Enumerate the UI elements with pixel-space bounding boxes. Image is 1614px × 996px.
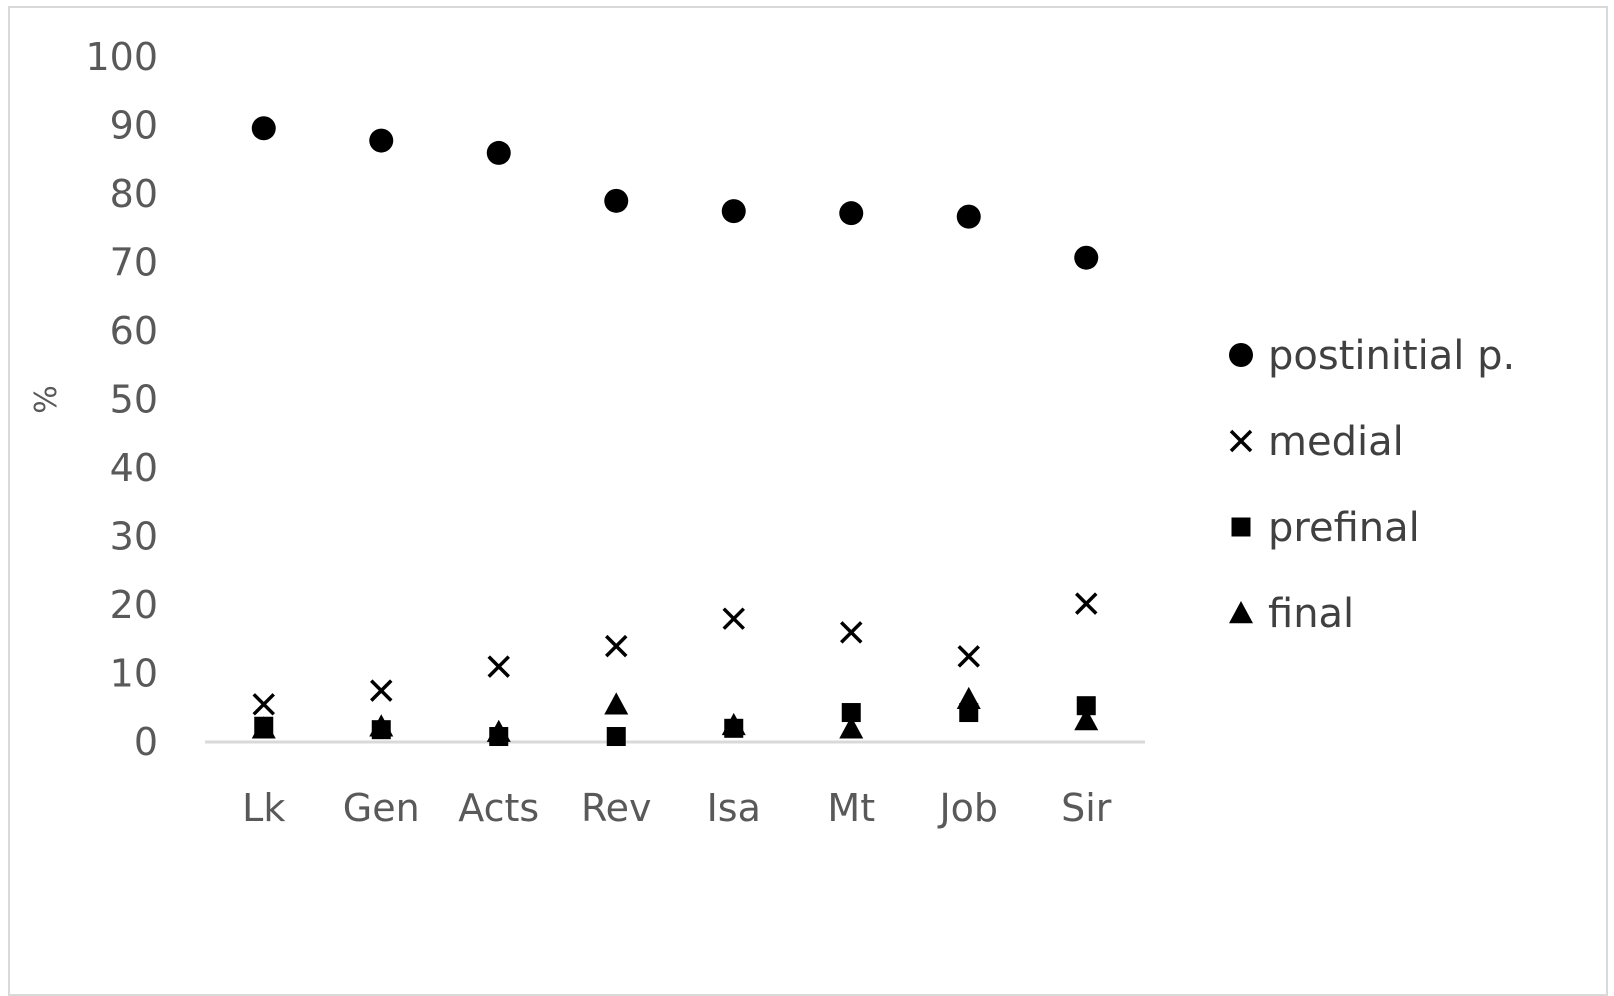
x-category-label: Gen (343, 786, 420, 830)
data-point-circle (251, 116, 276, 141)
data-point-triangle (839, 716, 864, 739)
x-category-label: Lk (242, 786, 285, 830)
data-point-triangle (369, 714, 394, 737)
y-axis-ticks: 0 10 20 30 40 50 60 70 80 90 100 (85, 35, 158, 764)
y-axis-title: % (29, 385, 64, 414)
legend-label: final (1268, 591, 1354, 637)
data-point-circle (604, 188, 629, 213)
data-point-circle (1074, 245, 1099, 270)
data-markers (251, 116, 1099, 747)
x-category-label: Mt (827, 786, 875, 830)
y-tick-label: 100 (85, 35, 158, 79)
legend-item: postinitial p. (1229, 333, 1515, 379)
data-point-x (487, 655, 510, 678)
legend-marker-square (1231, 517, 1251, 537)
y-tick-label: 20 (110, 583, 158, 627)
chart-frame (8, 6, 1608, 996)
data-point-square (1076, 696, 1096, 716)
data-point-circle (486, 140, 511, 165)
data-point-square (841, 703, 861, 723)
y-tick-label: 0 (134, 720, 158, 764)
data-point-square (606, 727, 626, 747)
series-triangle (251, 686, 1099, 742)
x-category-label: Acts (458, 786, 539, 830)
data-point-triangle (956, 686, 981, 710)
x-category-label: Isa (707, 786, 761, 830)
data-point-triangle (486, 719, 511, 742)
legend-label: postinitial p. (1268, 333, 1515, 379)
data-point-circle (956, 204, 981, 229)
data-point-x (957, 645, 980, 668)
x-category-label: Rev (581, 786, 652, 830)
x-category-label: Sir (1061, 786, 1112, 830)
data-point-triangle (721, 712, 746, 736)
y-tick-label: 70 (110, 241, 158, 285)
data-point-x (252, 693, 275, 716)
legend-label: prefinal (1268, 505, 1420, 551)
y-tick-label: 30 (110, 515, 158, 559)
legend-marker-circle (1229, 343, 1253, 367)
legend-label: medial (1268, 419, 1404, 465)
data-point-circle (369, 128, 394, 153)
series-x (252, 592, 1098, 716)
y-tick-label: 90 (110, 104, 158, 148)
data-point-triangle (251, 716, 276, 739)
y-tick-label: 80 (110, 172, 158, 216)
data-point-x (370, 679, 393, 702)
legend-marker-x (1229, 429, 1253, 453)
data-point-circle (839, 201, 864, 226)
legend: postinitial p. medial prefinal final (1229, 333, 1515, 637)
legend-item: medial (1229, 419, 1404, 465)
legend-marker-triangle (1229, 601, 1253, 624)
data-point-x (1075, 592, 1098, 615)
y-tick-label: 40 (110, 446, 158, 490)
legend-item: final (1229, 591, 1354, 637)
data-point-circle (721, 199, 746, 224)
y-tick-label: 60 (110, 309, 158, 353)
series-circle (251, 116, 1099, 270)
y-tick-label: 10 (110, 652, 158, 696)
data-point-x (605, 634, 628, 658)
y-tick-label: 50 (110, 378, 158, 422)
x-axis-labels: Lk Gen Acts Rev Isa Mt Job Sir (242, 786, 1112, 830)
data-point-x (840, 621, 863, 644)
data-point-triangle (1074, 708, 1099, 731)
x-category-label: Job (937, 786, 998, 830)
legend-item: prefinal (1231, 505, 1420, 551)
data-point-triangle (604, 692, 629, 715)
data-point-x (722, 607, 745, 630)
